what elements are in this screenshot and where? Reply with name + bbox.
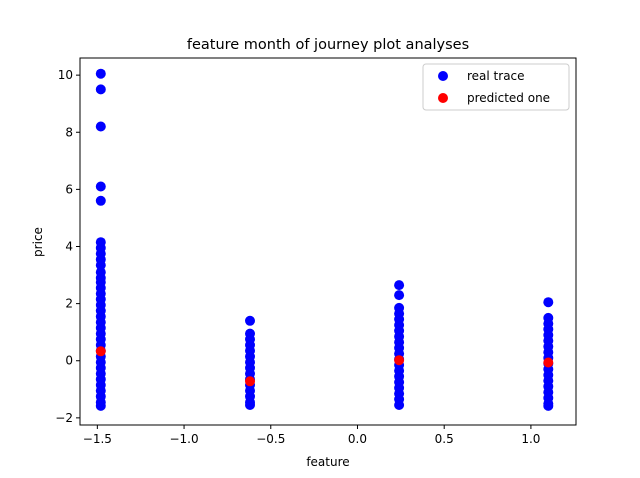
- legend-marker-predicted-one: [438, 93, 448, 103]
- y-tick-label: 10: [58, 68, 73, 82]
- y-axis-label: price: [31, 227, 45, 257]
- legend-label-predicted-one: predicted one: [467, 91, 550, 105]
- ticks-layer: −1.5 −1.0 −0.5 0.0 0.5 1.0 −2 0 2 4 6 8 10: [55, 68, 540, 446]
- point-real-trace-2: [95, 121, 106, 132]
- point-real-trace-1: [95, 84, 106, 95]
- point-real-trace-70: [543, 297, 554, 308]
- point-predicted-one-1: [245, 376, 255, 387]
- point-real-trace-4: [95, 195, 106, 206]
- chart-title: feature month of journey plot analyses: [187, 37, 469, 53]
- point-real-trace-34: [95, 400, 106, 411]
- point-predicted-one-0: [95, 346, 106, 357]
- x-tick-label: 1.0: [521, 432, 540, 446]
- point-real-trace-69: [394, 400, 405, 410]
- x-tick-label: −0.5: [256, 432, 285, 446]
- y-tick-label: 8: [65, 125, 73, 139]
- legend: real trace predicted one: [422, 63, 570, 111]
- y-tick-label: 2: [65, 297, 73, 311]
- legend-box: [422, 63, 570, 111]
- y-tick-label: 4: [65, 239, 73, 253]
- point-real-trace-35: [245, 315, 255, 326]
- x-tick-label: −1.5: [83, 432, 112, 446]
- point-real-trace-3: [95, 181, 106, 192]
- point-real-trace-49: [245, 400, 255, 410]
- point-predicted-one-3: [543, 357, 554, 368]
- point-predicted-one-2: [394, 355, 405, 366]
- point-real-trace-50: [394, 280, 405, 291]
- point-real-trace-87: [543, 400, 554, 411]
- y-tick-label: 6: [65, 182, 73, 196]
- plot-frame: [79, 57, 577, 426]
- y-tick-label: 0: [65, 354, 73, 368]
- x-tick-label: −1.0: [169, 432, 198, 446]
- point-real-trace-9: [95, 260, 106, 271]
- legend-marker-real-trace: [438, 71, 448, 81]
- point-real-trace-0: [95, 68, 106, 79]
- x-tick-label: 0.0: [348, 432, 367, 446]
- x-tick-label: 0.5: [435, 432, 454, 446]
- point-real-trace-51: [394, 290, 405, 301]
- points-layer: [95, 68, 554, 411]
- legend-label-real-trace: real trace: [467, 69, 525, 83]
- x-axis-label: feature: [306, 455, 349, 469]
- y-tick-label: −2: [55, 411, 73, 425]
